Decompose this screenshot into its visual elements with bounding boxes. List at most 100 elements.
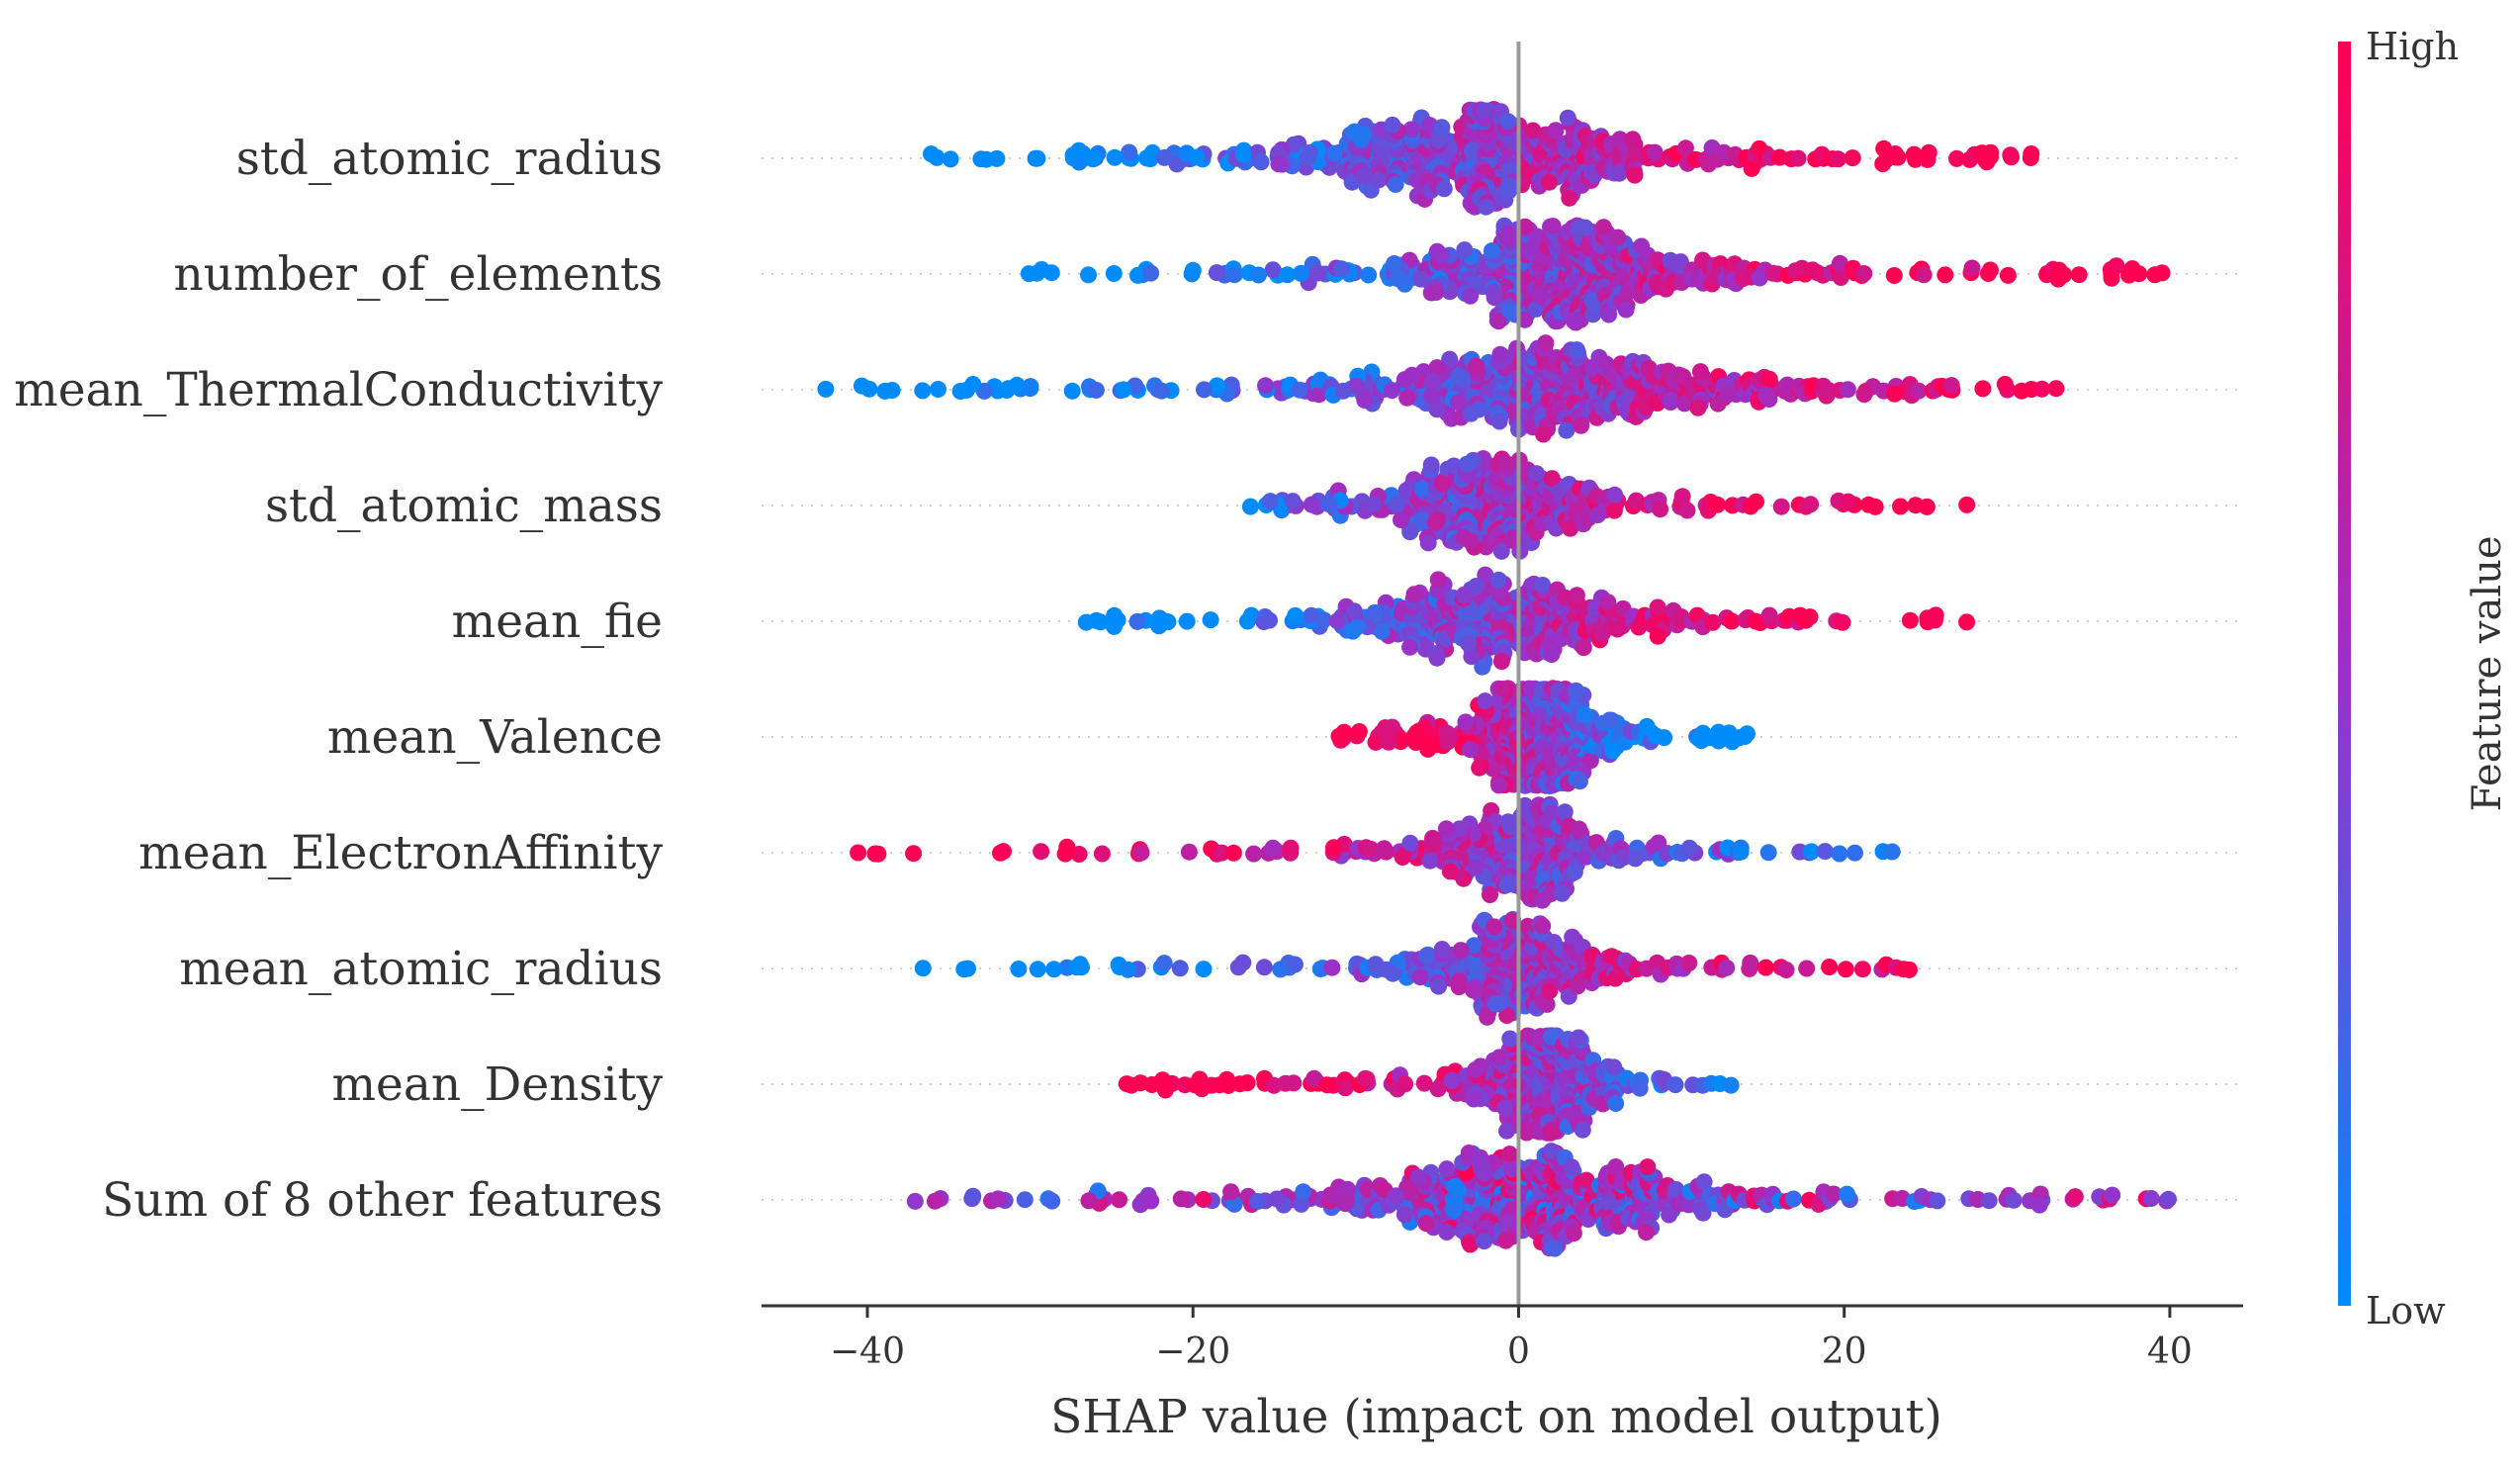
- shap-point: [2023, 145, 2040, 162]
- shap-point: [1574, 1121, 1591, 1139]
- shap-point: [1963, 259, 1981, 277]
- shap-point: [1543, 470, 1561, 488]
- shap-point: [1839, 381, 1856, 399]
- feature-label: Sum of 8 other features: [102, 1173, 663, 1228]
- x-axis-title: SHAP value (impact on model output): [1050, 1390, 1942, 1444]
- shap-point: [1498, 1007, 1516, 1024]
- shap-point: [1477, 692, 1494, 710]
- shap-point: [2130, 265, 2148, 283]
- shap-point: [1426, 513, 1444, 531]
- shap-point: [1825, 1185, 1843, 1203]
- shap-point: [1395, 371, 1413, 389]
- shap-point: [1388, 1187, 1404, 1205]
- shap-point: [1427, 284, 1445, 301]
- shap-point: [1068, 959, 1086, 976]
- shap-point: [1477, 566, 1494, 584]
- shap-point: [1121, 143, 1138, 161]
- shap-point: [1889, 148, 1907, 166]
- shap-point: [2108, 257, 2125, 275]
- shap-point: [1476, 1233, 1493, 1250]
- shap-point: [1395, 1206, 1413, 1224]
- shap-point: [1798, 960, 1816, 977]
- shap-point: [1452, 942, 1470, 960]
- shap-point: [1832, 269, 1849, 286]
- shap-point: [1084, 150, 1102, 168]
- shap-point: [1450, 394, 1468, 412]
- shap-point: [1286, 956, 1304, 973]
- shap-point: [1419, 534, 1437, 552]
- shap-point: [1252, 153, 1270, 171]
- shap-point: [1131, 1074, 1149, 1092]
- shap-point: [1524, 122, 1542, 139]
- shap-point: [2005, 1191, 2023, 1209]
- shap-point: [1377, 719, 1395, 737]
- shap-point: [1029, 149, 1046, 167]
- shap-point: [1087, 381, 1105, 399]
- shap-point: [1445, 1202, 1463, 1219]
- shap-point: [1350, 723, 1368, 740]
- shap-point: [1639, 1158, 1657, 1176]
- shap-point: [1188, 148, 1206, 166]
- shap-point: [1033, 261, 1050, 278]
- shap-point: [1429, 571, 1447, 589]
- shap-point: [1388, 497, 1405, 513]
- shap-point: [1772, 498, 1790, 515]
- shap-point: [989, 1190, 1007, 1208]
- shap-point: [1718, 959, 1736, 976]
- shap-point: [1268, 1190, 1286, 1208]
- shap-point: [1457, 713, 1475, 731]
- shap-point: [1465, 981, 1483, 999]
- shap-point: [817, 380, 835, 398]
- feature-label: mean_ThermalConductivity: [14, 363, 663, 417]
- shap-point: [1058, 838, 1076, 856]
- shap-point: [1152, 382, 1170, 400]
- shap-point: [1543, 1143, 1560, 1160]
- shap-point: [1576, 706, 1593, 724]
- shap-point: [1556, 803, 1574, 821]
- shap-point: [1323, 959, 1341, 976]
- shap-point: [1489, 313, 1507, 330]
- shap-point: [1885, 267, 1903, 284]
- shap-point: [1209, 377, 1225, 395]
- shap-point: [1680, 839, 1698, 857]
- shap-point: [1347, 377, 1365, 395]
- shap-point: [1493, 681, 1511, 697]
- shap-point: [1295, 1183, 1312, 1201]
- shap-point: [1802, 496, 1820, 513]
- shap-point: [1538, 995, 1556, 1013]
- shap-point: [1528, 465, 1546, 483]
- shap-point: [2033, 380, 2051, 398]
- x-tick-label: −20: [1155, 1332, 1230, 1372]
- shap-point: [1499, 813, 1517, 831]
- shap-point: [1287, 606, 1305, 624]
- shap-point: [1093, 845, 1111, 863]
- shap-point: [1564, 928, 1581, 946]
- shap-point: [1428, 401, 1446, 418]
- shap-point: [2160, 1190, 2177, 1208]
- shap-point: [1345, 602, 1363, 620]
- shap-point: [1575, 639, 1592, 657]
- shap-point: [1016, 1191, 1034, 1209]
- shap-point: [850, 844, 867, 862]
- shap-point: [1450, 367, 1468, 385]
- shap-point: [998, 382, 1016, 399]
- shap-point: [1704, 613, 1722, 631]
- shap-point: [1070, 141, 1088, 159]
- shap-point: [1846, 844, 1863, 862]
- shap-point: [1433, 119, 1451, 137]
- shap-point: [1398, 389, 1416, 407]
- shap-point: [1070, 846, 1088, 863]
- shap-point: [1284, 493, 1302, 510]
- shap-point: [1441, 350, 1459, 368]
- feature-label: mean_ElectronAffinity: [138, 826, 663, 880]
- shap-point: [1262, 493, 1279, 510]
- shap-point: [1498, 875, 1516, 893]
- shap-point: [1309, 264, 1326, 282]
- shap-point: [866, 845, 884, 863]
- shap-point: [1568, 682, 1585, 699]
- shap-point: [2104, 1186, 2121, 1204]
- shap-point: [1801, 608, 1819, 626]
- shap-point: [1602, 711, 1620, 729]
- shap-point: [1489, 571, 1507, 589]
- shap-point: [1118, 1075, 1135, 1093]
